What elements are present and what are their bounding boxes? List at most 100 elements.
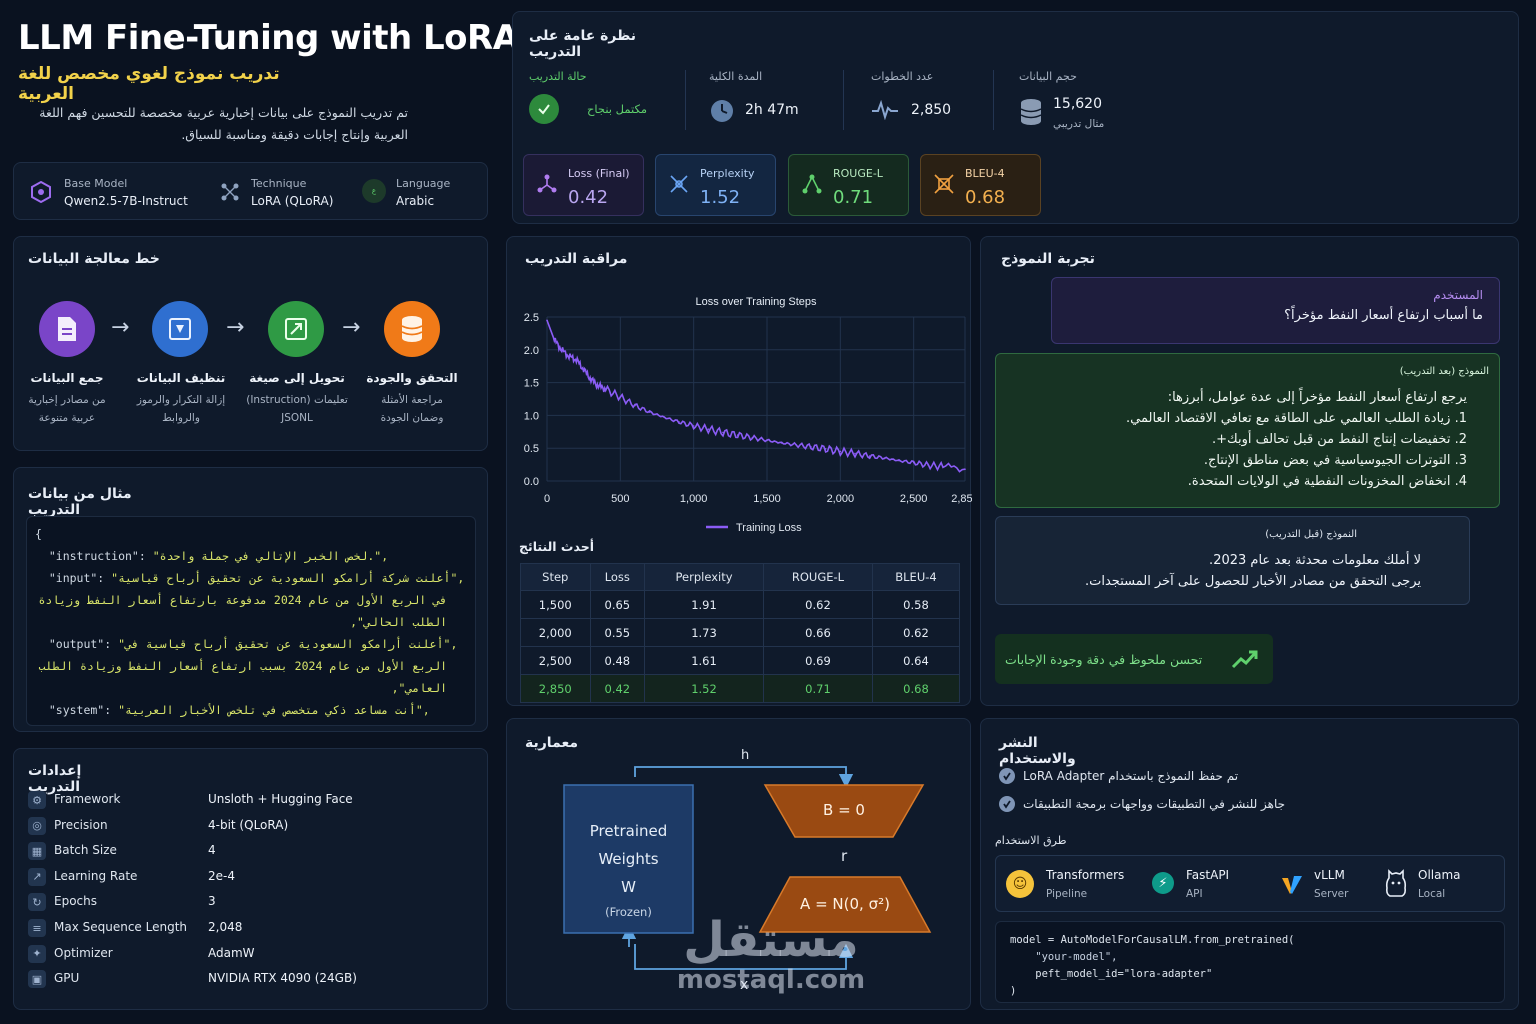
table-header-cell: Perplexity [644,563,764,591]
check-icon [999,768,1015,784]
pipeline-step-desc: عربية متنوعة [38,412,96,424]
pipeline-title: خط معالجة البيانات [28,251,160,267]
x-tick-label: 1,000 [680,493,708,505]
pipeline-step-desc: من مصادر إخبارية [28,394,106,406]
table-header-cell: ROUGE-L [762,563,873,591]
loss-data-point [707,428,710,430]
pipeline-step: التحقق والجودة مراجعة الأمثلة وضمان الجو… [360,371,464,427]
bleu-icon [934,174,954,194]
method-name: FastAPI [1186,868,1230,882]
metric-label: BLEU-4 [965,167,1005,180]
pipeline-step-desc: مراجعة الأمثلة [381,394,443,406]
loss-data-point [839,450,842,453]
after-line: 3. التوترات الجيوسياسية في بعض مناطق الإ… [1203,453,1467,468]
code-line: الربع الأول من عام 2024 بسبب ارتفاع أسعا… [35,655,467,677]
database-icon [1020,99,1042,125]
setting-value: 2e-4 [208,868,235,883]
results-table: Step Loss Perplexity ROUGE-L BLEU-4 1,500 0.6… [520,563,961,703]
setting-value: AdamW [208,945,255,960]
deploy-check-text: LoRA Adapter تم حفظ النموذج باستخدام [1023,769,1239,783]
pipeline-step-title: تحويل إلى صيغة [249,371,345,385]
y-tick-label: 0.0 [524,476,539,488]
method-item[interactable]: vLLM Server [1280,866,1380,904]
x-arrow-line [634,943,854,970]
method-item[interactable]: ☺ Transformers Pipeline [1006,866,1136,904]
metric-card-bleu: BLEU-4 0.68 [920,154,1041,216]
table-row: 2,850 0.42 1.52 0.71 0.68 [520,674,961,703]
method-item[interactable]: ⚡ FastAPI API [1152,866,1262,904]
setting-label: Batch Size [54,843,117,858]
before-response-bubble: النموذج (قبل التدريب) لا أملك معلومات مح… [995,516,1470,605]
loss-data-point [795,444,798,446]
before-label: النموذج (قبل التدريب) [1265,529,1357,540]
deploy-check: LoRA Adapter تم حفظ النموذج باستخدام [999,767,1238,785]
table-header-cell: Loss [589,563,646,591]
code-line: } [35,721,467,725]
model-icon [31,181,51,203]
language-icon: ع [362,179,386,203]
deploy-panel: النشر والاستخدام LoRA Adapter تم حفظ الن… [980,718,1519,1010]
code-line: model = AutoModelForCausalLM.from_pretra… [1010,934,1295,946]
batch-icon: ▦ [28,842,46,861]
results-title: أحدث النتائج [519,539,595,554]
code-line: "system": "أنت مساعد ذكي متخصص في تلخص ا… [35,699,467,721]
architecture-panel: معمارية h x r Pretrained Weights W (Froz… [506,718,971,1010]
y-tick-label: 0.5 [524,443,539,455]
stat-data-size: حجم البيانات 15,620 مثال تدريبي [1019,70,1169,140]
loss-data-point [575,358,578,361]
deploy-check: جاهز للنشر في التطبيقات وواجهات برمجة ال… [999,795,1285,813]
code-line: { [35,523,467,545]
code-line: peft_model_id="lora-adapter" [1010,968,1213,980]
weights-line: Pretrained [589,822,668,840]
table-cell: 1.52 [644,674,764,703]
stat-status: حالة التدريب مكتمل بنجاح [529,70,679,130]
check-icon [999,796,1015,812]
model-info-label: Base Model [64,177,128,190]
loss-data-point [663,416,666,419]
pipeline-step-title: جمع البيانات [30,371,104,385]
metric-value: 1.52 [700,187,741,208]
loss-data-point [553,339,556,341]
code-line: "input": "أعلنت شركة أرامكو السعودية عن … [35,567,467,589]
perplexity-icon [670,175,688,193]
stat-steps: عدد الخطوات 2,850 [871,70,1001,130]
x-label: x [740,977,749,993]
page-subtitle: تدريب نموذج لغوي مخصص للغة العربية [18,64,280,104]
loss-data-point [927,464,930,467]
stat-value: 2,850 [911,102,952,118]
loss-data-point [604,388,607,390]
description-line: العربية وإنتاج إجابات دقيقة ومناسبة للسي… [181,127,408,142]
setting-label: Optimizer [54,945,113,960]
pipeline-step: جمع البيانات من مصادر إخبارية عربية متنو… [16,371,118,427]
loss-data-point [619,396,622,398]
loss-data-point [736,434,739,436]
setting-value: Unsloth + Hugging Face [208,792,353,806]
pipeline-panel: خط معالجة البيانات → → → جمع البيانات من… [13,236,488,451]
pipeline-step-icon [384,301,440,357]
learning-rate-icon: ↗ [28,867,46,886]
weights-text: Pretrained Weights W (Frozen) [564,817,693,923]
metric-label: Loss (Final) [568,167,630,180]
loss-data-point [568,355,570,358]
hugging-face-icon: ☺ [1006,870,1034,898]
after-line: يرجع ارتفاع أسعار النفط مؤخراً إلى عدة ع… [1167,390,1467,405]
x-tick-label: 2,000 [827,493,855,505]
trial-title: تجربة النموذج [1001,251,1095,267]
stat-label: عدد الخطوات [871,70,934,83]
loss-data-point [942,465,944,468]
optimizer-icon: ✦ [28,944,46,963]
metric-label: ROUGE-L [833,167,883,180]
clean-icon [169,318,191,340]
after-line: 2. تخفيضات إنتاج النفط من قبل تحالف أوبك… [1212,432,1467,447]
code-value: العامي", [391,681,447,695]
a-matrix [758,876,932,933]
code-key: { [35,527,42,541]
table-cell: 0.65 [589,590,646,619]
setting-value: NVIDIA RTX 4090 (24GB) [208,971,357,986]
before-line: لا أملك معلومات محدثة بعد عام 2023. [1209,553,1421,568]
after-line: 4. انخفاض المخزونات النفطية في الولايات … [1187,474,1467,489]
user-message: ما أسباب ارتفاع أسعار النفط مؤخراً؟ [1284,308,1483,323]
model-info-item: Technique LoRA (QLoRA) [219,175,359,211]
overview-title: نظرة عامة على التدريب [529,28,637,60]
method-item[interactable]: Ollama Local [1384,866,1494,904]
